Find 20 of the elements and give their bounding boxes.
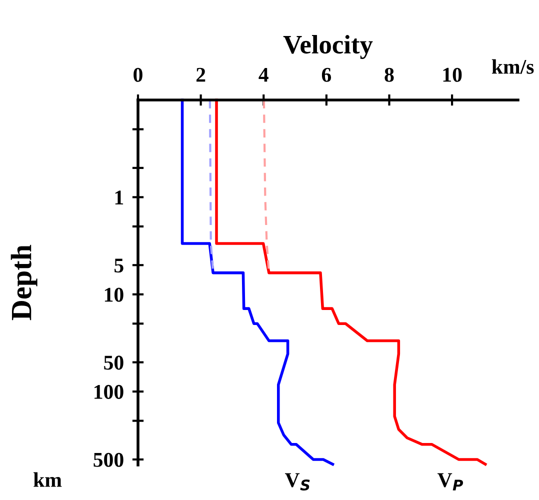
x-tick-label: 10 xyxy=(443,68,462,82)
x-axis-title: Velocity xyxy=(283,35,373,60)
y-tick-label: 100 xyxy=(94,384,124,399)
y-axis-title: Depth xyxy=(10,244,38,320)
y-tick-label: 50 xyxy=(104,356,124,370)
y-tick-label: 1 xyxy=(115,190,124,204)
x-tick-label: 6 xyxy=(322,68,332,82)
text: km xyxy=(34,472,62,487)
x-tick-label: 8 xyxy=(384,68,394,82)
x-tick-label: 0 xyxy=(134,68,142,82)
y-tick-label: 5 xyxy=(114,258,124,273)
series-label: V$_{P}$ xyxy=(438,473,464,490)
y-tick-label: 10 xyxy=(104,288,124,302)
y-tick-label: 500 xyxy=(94,452,124,467)
x-tick-label: 2 xyxy=(196,68,206,82)
line-series xyxy=(180,98,334,466)
text: km/s xyxy=(492,59,534,74)
line-series xyxy=(215,98,487,466)
x-tick-label: 4 xyxy=(258,68,268,82)
series-label: V$_{S}$ xyxy=(284,473,310,491)
